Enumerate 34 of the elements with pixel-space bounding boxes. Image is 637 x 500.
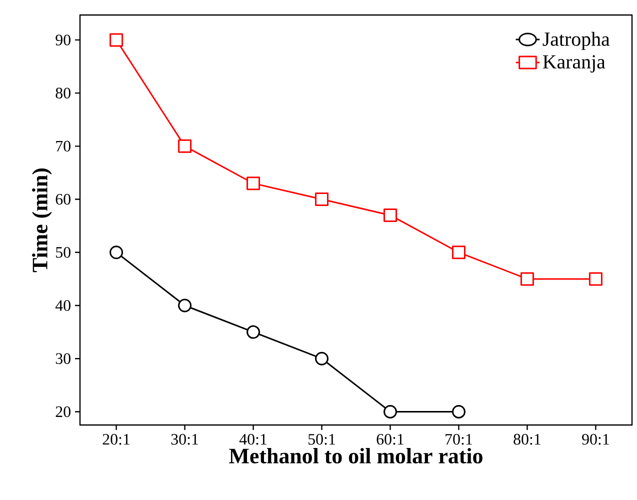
x-axis-title: Methanol to oil molar ratio bbox=[229, 448, 482, 464]
x-tick-label: 50:1 bbox=[308, 434, 335, 445]
y-tick-label: 50 bbox=[56, 247, 70, 258]
y-tick-label: 20 bbox=[56, 406, 70, 418]
y-tick-label: 60 bbox=[56, 194, 70, 205]
point bbox=[384, 208, 397, 222]
y-tick-label: 40 bbox=[55, 300, 70, 311]
y-tick-label: 70 bbox=[56, 140, 70, 152]
point bbox=[520, 272, 534, 286]
x-tick-label: 20:1 bbox=[102, 434, 130, 445]
y-tick-label: 80 bbox=[56, 88, 70, 98]
point bbox=[452, 246, 466, 260]
point bbox=[452, 404, 466, 418]
x-tick-label: 60:1 bbox=[376, 434, 404, 445]
x-tick-label: 80:1 bbox=[514, 434, 540, 445]
legend-label: Jatropha bbox=[542, 32, 610, 50]
y-tick-label: 90 bbox=[56, 34, 70, 46]
point bbox=[315, 352, 329, 366]
x-tick-label: 70:1 bbox=[446, 434, 472, 445]
point bbox=[178, 139, 192, 153]
point bbox=[588, 272, 602, 286]
x-tick-label: 90:1 bbox=[582, 434, 609, 445]
x-tick-label: 30:1 bbox=[171, 434, 198, 445]
point bbox=[246, 176, 260, 190]
point bbox=[178, 298, 192, 312]
x-tick-label: 40:1 bbox=[239, 434, 266, 445]
point bbox=[315, 192, 329, 206]
legend-label: Karanja bbox=[542, 55, 606, 73]
point bbox=[110, 246, 124, 260]
y-axis-title: Time (min) bbox=[32, 168, 52, 272]
y-tick-label: 30 bbox=[56, 353, 70, 364]
point bbox=[384, 404, 397, 418]
point bbox=[110, 33, 124, 47]
point bbox=[246, 325, 260, 339]
